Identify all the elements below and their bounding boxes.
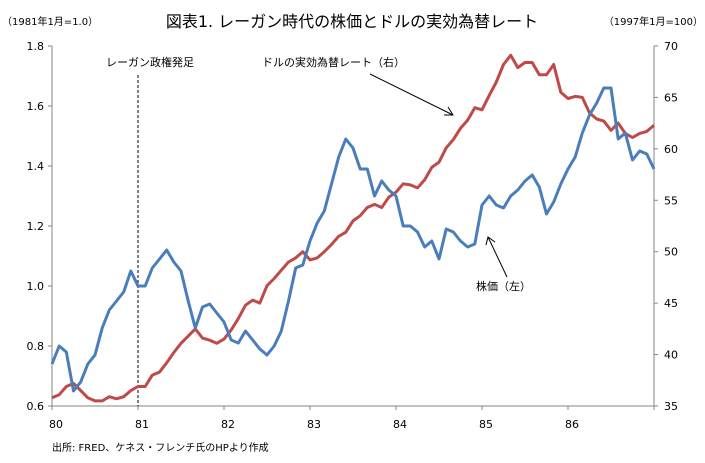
- right-tick-label: 65: [664, 91, 678, 104]
- x-tick-label: 86: [565, 418, 579, 431]
- x-tick-label: 85: [479, 418, 493, 431]
- x-tick-label: 81: [135, 418, 149, 431]
- left-tick-label: 0.6: [27, 400, 45, 413]
- left-tick-label: 1.6: [27, 100, 45, 113]
- x-tick-label: 83: [307, 418, 321, 431]
- left-tick-label: 1.8: [27, 40, 45, 53]
- left-tick-label: 1.4: [27, 160, 45, 173]
- right-tick-label: 55: [664, 194, 678, 207]
- x-tick-label: 82: [221, 418, 235, 431]
- reer-line: [51, 53, 655, 403]
- source-note: 出所: FRED、ケネス・フレンチ氏のHPより作成: [52, 441, 269, 454]
- left-axis-note: （1981年1月=1.0）: [2, 15, 98, 28]
- stock-arrow: [485, 236, 508, 278]
- stock-price-line: [50, 86, 656, 393]
- x-axis-ticks: 80 81 82 83 84 85 86: [49, 406, 655, 431]
- left-tick-label: 1.2: [27, 220, 45, 233]
- left-tick-label: 1.0: [27, 280, 45, 293]
- stock-annotation: 株価（左）: [476, 279, 531, 293]
- reagan-annotation: レーガン政権発足: [106, 55, 194, 69]
- chart-title: 図表1. レーガン時代の株価とドルの実効為替レート: [166, 12, 538, 31]
- left-axis-ticks: 0.6 0.8 1.0 1.2 1.4 1.6 1.8: [27, 40, 52, 413]
- x-tick-label: 84: [393, 418, 407, 431]
- reer-arrow: [369, 73, 454, 116]
- x-tick-label: 80: [49, 418, 63, 431]
- reer-annotation: ドルの実効為替レート（右）: [262, 55, 405, 69]
- series-layer: [50, 53, 656, 403]
- right-tick-label: 60: [664, 143, 678, 156]
- right-axis-note: （1997年1月=100）: [604, 15, 703, 28]
- left-tick-label: 0.8: [27, 340, 45, 353]
- right-tick-label: 45: [664, 297, 678, 310]
- right-tick-label: 40: [664, 349, 678, 362]
- right-axis-ticks: 35 40 45 50 55 60 65 70: [654, 40, 678, 413]
- right-tick-label: 50: [664, 246, 678, 259]
- right-tick-label: 35: [664, 400, 678, 413]
- right-tick-label: 70: [664, 40, 678, 53]
